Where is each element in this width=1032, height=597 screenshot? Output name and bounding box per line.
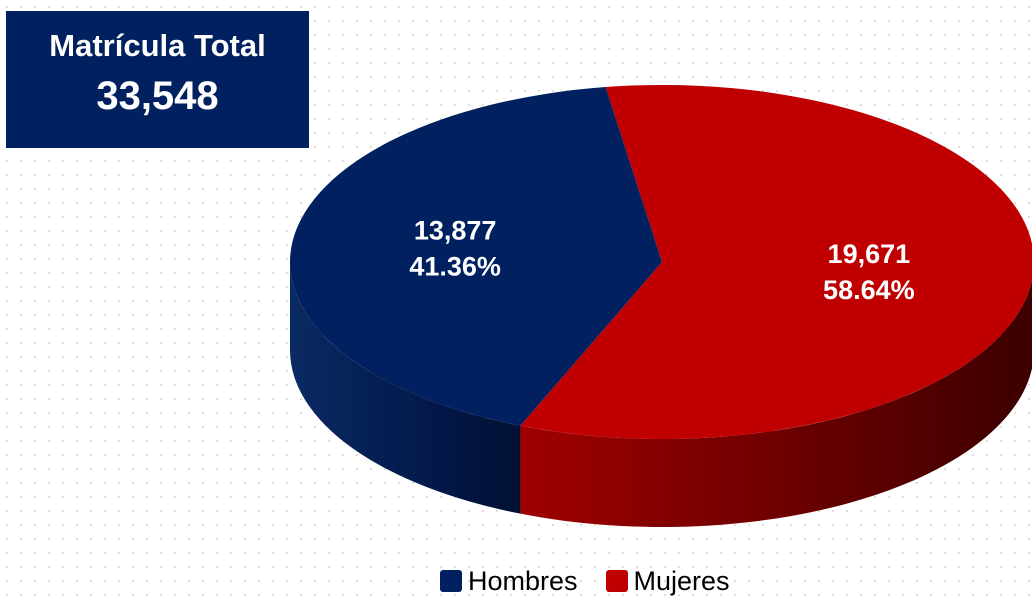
legend-swatch-mujeres bbox=[605, 570, 628, 592]
data-label-percent-mujeres: 58.64% bbox=[823, 275, 915, 305]
data-label-value-mujeres: 19,671 bbox=[828, 239, 911, 269]
pie-data-labels: 19,671 58.64% 13,877 41.36% bbox=[409, 215, 914, 305]
pie-side-mujeres bbox=[520, 279, 1032, 527]
legend-item-hombres: Hombres bbox=[440, 566, 578, 597]
pie-side-hombres bbox=[290, 262, 521, 514]
data-label-value-hombres: 13,877 bbox=[414, 215, 497, 245]
legend: Hombres Mujeres bbox=[440, 566, 758, 596]
pie-slice-hombres bbox=[290, 87, 662, 426]
pie-slices bbox=[290, 85, 1032, 439]
legend-swatch-hombres bbox=[440, 570, 462, 592]
data-label-percent-hombres: 41.36% bbox=[409, 251, 501, 281]
legend-label-mujeres: Mujeres bbox=[633, 565, 730, 596]
legend-label-hombres: Hombres bbox=[468, 565, 578, 596]
pie-slice-mujeres bbox=[520, 85, 1032, 439]
total-enrollment-value: 33,548 bbox=[96, 74, 219, 118]
total-enrollment-title: Matrícula Total bbox=[49, 28, 266, 63]
total-enrollment-box: Matrícula Total 33,548 bbox=[6, 11, 309, 148]
pie-depth bbox=[290, 262, 1032, 527]
legend-item-mujeres: Mujeres bbox=[605, 565, 730, 597]
